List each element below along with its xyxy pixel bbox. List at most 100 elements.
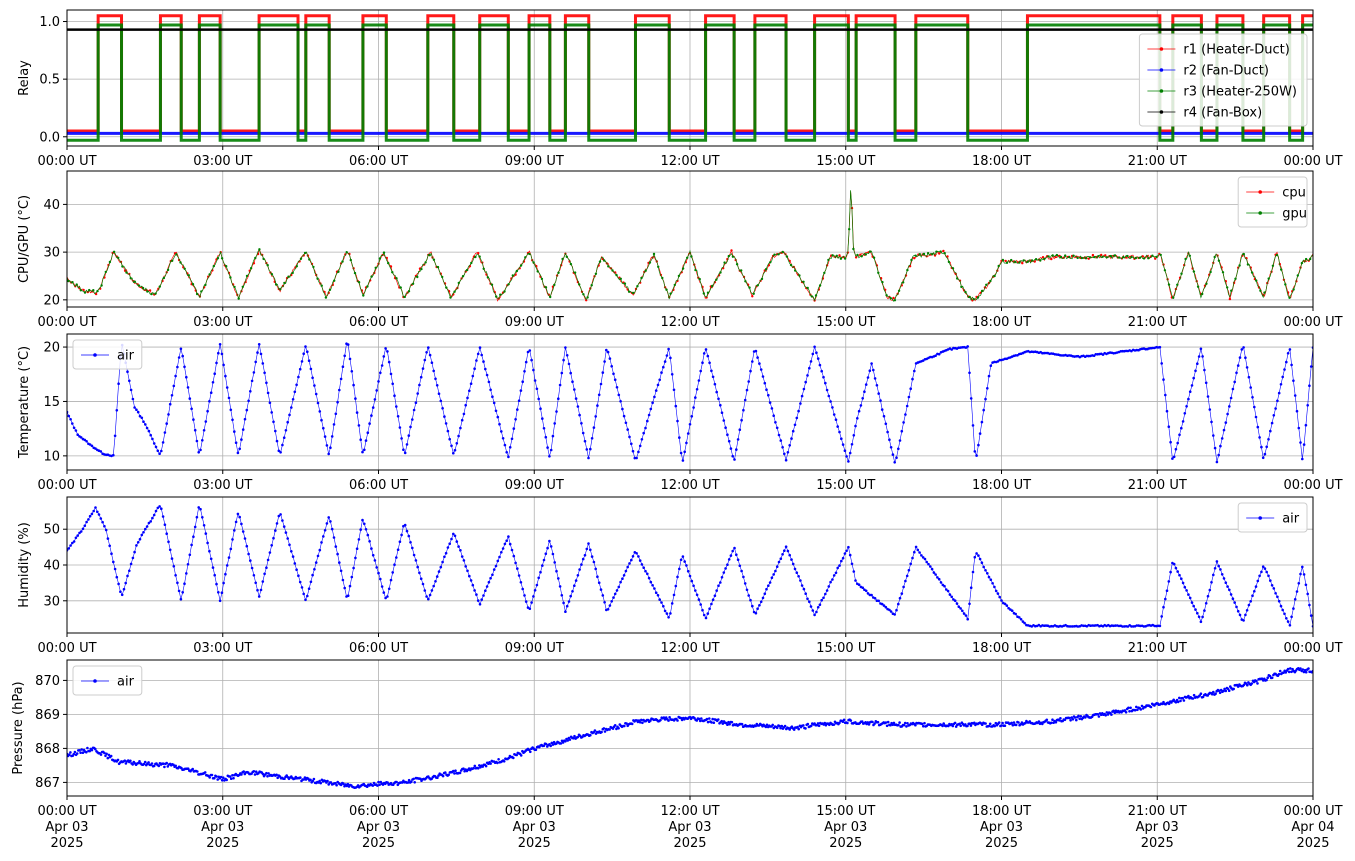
data-point bbox=[1024, 721, 1027, 725]
data-point bbox=[726, 723, 729, 726]
data-point bbox=[247, 552, 250, 556]
data-point bbox=[105, 752, 108, 756]
data-point bbox=[576, 405, 580, 408]
data-point bbox=[334, 545, 338, 548]
data-point bbox=[129, 759, 132, 763]
data-point bbox=[678, 436, 681, 439]
data-point bbox=[574, 579, 578, 582]
x-tick-label: 00:00 UT bbox=[1283, 154, 1342, 169]
x-tick-label: Apr 03 bbox=[1136, 820, 1179, 835]
data-point bbox=[630, 558, 633, 562]
x-tick-label: 21:00 UT bbox=[1128, 315, 1187, 330]
data-point bbox=[649, 407, 653, 411]
legend: air bbox=[72, 339, 143, 370]
data-point bbox=[122, 587, 126, 591]
data-point bbox=[969, 724, 973, 727]
data-point bbox=[1276, 399, 1279, 403]
data-point bbox=[1014, 612, 1017, 616]
data-point bbox=[462, 412, 466, 416]
data-point bbox=[911, 556, 914, 560]
data-point bbox=[841, 443, 845, 446]
data-point bbox=[454, 769, 457, 772]
data-point bbox=[922, 252, 926, 256]
data-point bbox=[447, 773, 451, 777]
data-point bbox=[515, 269, 519, 273]
data-point bbox=[332, 536, 336, 539]
data-point bbox=[973, 450, 977, 453]
data-point bbox=[1172, 562, 1176, 566]
data-point bbox=[505, 539, 509, 542]
data-point bbox=[528, 607, 532, 610]
data-point bbox=[1000, 724, 1003, 727]
data-point bbox=[838, 564, 841, 567]
data-point bbox=[407, 778, 411, 782]
data-point bbox=[503, 443, 507, 447]
data-point bbox=[695, 388, 699, 391]
y-tick-label: 0.5 bbox=[39, 73, 60, 88]
data-point bbox=[922, 724, 925, 728]
data-point bbox=[503, 290, 506, 293]
data-point bbox=[170, 394, 174, 397]
data-point bbox=[735, 448, 738, 451]
data-point bbox=[923, 721, 926, 725]
data-point bbox=[283, 777, 286, 780]
data-point bbox=[783, 549, 786, 552]
data-point bbox=[1233, 601, 1236, 604]
data-point bbox=[1219, 444, 1222, 448]
x-tick-label: 00:00 UT bbox=[37, 154, 96, 169]
data-point bbox=[386, 781, 389, 784]
data-point bbox=[1286, 667, 1290, 671]
data-point bbox=[580, 422, 583, 425]
data-point bbox=[553, 561, 556, 564]
y-axis-label: Humidity (%) bbox=[17, 522, 32, 608]
data-point bbox=[1302, 573, 1306, 576]
data-point bbox=[898, 439, 902, 442]
data-point bbox=[370, 275, 373, 278]
data-point bbox=[312, 265, 315, 269]
data-point bbox=[1277, 391, 1281, 395]
data-point bbox=[529, 750, 532, 754]
data-point bbox=[549, 545, 553, 548]
data-point bbox=[245, 408, 249, 412]
x-tick-label: 03:00 UT bbox=[193, 804, 252, 819]
data-point bbox=[975, 552, 978, 555]
x-tick-label: 15:00 UT bbox=[816, 641, 875, 656]
data-point bbox=[128, 272, 131, 276]
data-point bbox=[542, 558, 546, 562]
data-point bbox=[809, 360, 813, 363]
data-point bbox=[647, 413, 651, 417]
data-point bbox=[352, 566, 355, 570]
data-point bbox=[831, 406, 834, 409]
data-point bbox=[617, 393, 621, 397]
data-point bbox=[129, 562, 133, 566]
data-point bbox=[733, 546, 736, 550]
data-point bbox=[334, 412, 338, 416]
data-point bbox=[814, 294, 818, 297]
legend-label: r2 (Fan-Duct) bbox=[1183, 64, 1269, 79]
data-point bbox=[443, 415, 446, 418]
x-tick-label: 09:00 UT bbox=[505, 804, 564, 819]
data-point bbox=[646, 572, 649, 576]
data-point bbox=[592, 560, 596, 564]
data-point bbox=[298, 367, 302, 371]
data-point bbox=[1069, 625, 1073, 628]
data-point bbox=[599, 382, 603, 386]
data-point bbox=[172, 384, 176, 388]
data-point bbox=[626, 565, 629, 569]
data-point bbox=[997, 721, 1001, 724]
data-point bbox=[560, 371, 564, 375]
data-point bbox=[88, 749, 91, 753]
data-point bbox=[1245, 609, 1249, 612]
data-point bbox=[229, 408, 233, 412]
data-point bbox=[802, 280, 805, 283]
data-point bbox=[705, 717, 709, 721]
data-point bbox=[475, 359, 478, 362]
data-point bbox=[142, 420, 145, 424]
data-point bbox=[698, 277, 701, 281]
data-point bbox=[817, 724, 821, 728]
data-point bbox=[578, 283, 581, 286]
data-point bbox=[224, 374, 227, 378]
data-point bbox=[1100, 253, 1103, 257]
data-point bbox=[900, 592, 904, 595]
